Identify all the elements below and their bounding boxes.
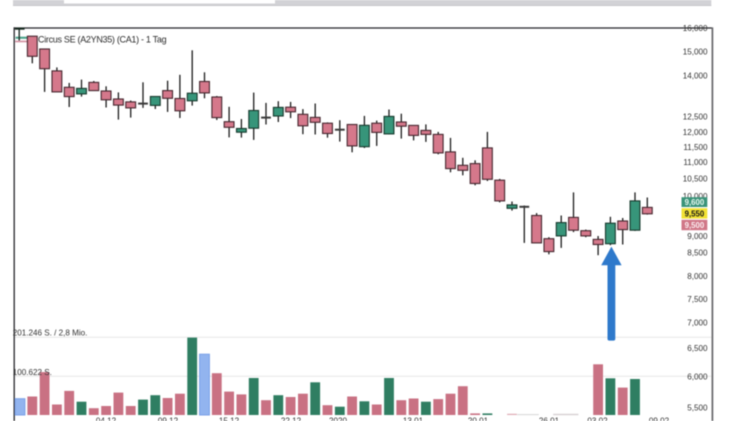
svg-text:09.02: 09.02: [649, 417, 670, 421]
svg-text:12,000: 12,000: [683, 128, 708, 137]
svg-text:16,000: 16,000: [683, 24, 708, 33]
svg-text:8,000: 8,000: [687, 272, 708, 281]
svg-text:100.622 S.: 100.622 S.: [13, 368, 52, 377]
svg-text:10,000: 10,000: [683, 192, 708, 201]
svg-text:9,000: 9,000: [687, 232, 708, 241]
svg-text:9,500: 9,500: [685, 221, 705, 230]
svg-text:04.12: 04.12: [96, 417, 117, 421]
svg-text:2020: 2020: [329, 417, 348, 421]
svg-text:13.01: 13.01: [403, 417, 424, 421]
svg-text:15,000: 15,000: [683, 48, 708, 57]
svg-text:9,550: 9,550: [685, 209, 705, 218]
svg-text:6,000: 6,000: [687, 373, 708, 382]
svg-text:12,500: 12,500: [683, 112, 708, 121]
svg-text:7,000: 7,000: [687, 319, 708, 328]
svg-text:10,500: 10,500: [683, 175, 708, 184]
svg-text:201.246 S. / 2,8 Mio.: 201.246 S. / 2,8 Mio.: [13, 328, 88, 337]
svg-text:7,500: 7,500: [687, 295, 708, 304]
svg-text:9,600: 9,600: [685, 198, 705, 207]
svg-text:03.02: 03.02: [587, 417, 608, 421]
svg-text:14,000: 14,000: [683, 72, 708, 81]
svg-text:6,500: 6,500: [687, 344, 708, 353]
svg-text:20.01: 20.01: [468, 417, 489, 421]
svg-text:Circus SE (A2YN35) (CA1) - 1 T: Circus SE (A2YN35) (CA1) - 1 Tag: [38, 35, 167, 45]
svg-text:15.12: 15.12: [219, 417, 240, 421]
svg-text:11,000: 11,000: [683, 158, 708, 167]
svg-text:5,500: 5,500: [687, 403, 708, 412]
svg-text:09.12: 09.12: [158, 417, 179, 421]
svg-text:11,500: 11,500: [683, 143, 708, 152]
svg-text:26.01: 26.01: [539, 417, 560, 421]
svg-text:8,500: 8,500: [687, 249, 708, 258]
svg-text:22.12: 22.12: [281, 417, 302, 421]
